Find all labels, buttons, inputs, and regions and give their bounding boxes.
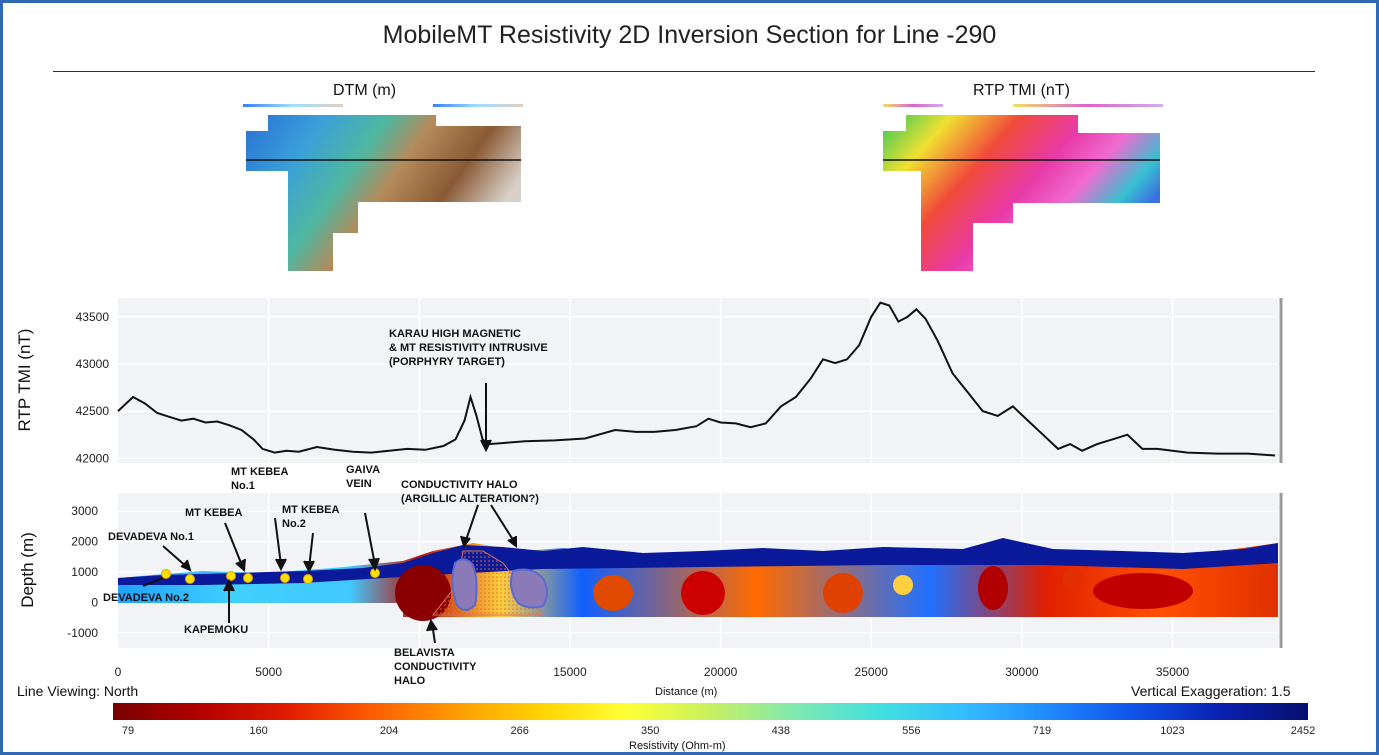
gaiva-vein-annotation: GAIVA VEIN [346, 464, 381, 490]
resistivity-section: -1000 0 1000 2000 3000 0 5000 15000 20000 25000 3… [67, 493, 1283, 679]
section-x-tick-label: 25000 [855, 665, 889, 679]
tmi-map [883, 104, 1163, 271]
devadeva-no1-annotation: DEVADEVA No.1 [108, 531, 194, 543]
resistivity-colorbar: 79 160 204 266 350 438 556 719 1023 2452 [113, 703, 1315, 737]
tmi-plot-area [118, 298, 1278, 463]
section-x-tick-label: 35000 [1156, 665, 1190, 679]
colorbar-tick-label: 719 [1033, 725, 1051, 737]
tmi-series-line [117, 301, 1276, 457]
mt-kebea-annotation: MT KEBEA [185, 507, 243, 519]
tmi-y-tick-label: 42500 [76, 404, 110, 418]
belavista-annotation: BELAVISTA CONDUCTIVITY HALO [394, 647, 477, 687]
section-x-tick-label: 15000 [553, 665, 587, 679]
mt-kebea-no2-annotation: MT KEBEA No.2 [282, 504, 340, 530]
colorbar-tick-label: 160 [249, 725, 267, 737]
section-y-tick-label: -1000 [67, 626, 98, 640]
station-markers [161, 568, 380, 584]
section-y-tick-label: 3000 [71, 504, 98, 518]
annotation-arrows [142, 383, 517, 644]
colorbar-tick-label: 556 [902, 725, 920, 737]
colorbar-tick-label: 350 [641, 725, 659, 737]
colorbar-tick-label: 1023 [1160, 725, 1184, 737]
karau-annotation: KARAU HIGH MAGNETIC & MT RESISTIVITY INTR… [389, 328, 548, 368]
title-divider [53, 71, 1315, 72]
colorbar-tick-label: 204 [380, 725, 398, 737]
section-x-tick-label: 30000 [1005, 665, 1039, 679]
resistivity-section-image [118, 538, 1278, 621]
devadeva-no2-annotation: DEVADEVA No.2 [103, 592, 189, 604]
dtm-map-label: DTM (m) [333, 82, 397, 99]
section-x-tick-label: 20000 [704, 665, 738, 679]
tmi-y-tick-label: 43500 [76, 310, 110, 324]
tmi-line-plot: 42000 42500 43000 43500 [76, 298, 1283, 465]
colorbar-tick-label: 438 [772, 725, 790, 737]
section-x-tick-label: 5000 [255, 665, 282, 679]
tmi-y-tick-label: 43000 [76, 357, 110, 371]
dtm-map [243, 104, 523, 271]
figure-canvas: 42000 42500 43000 43500 [67, 104, 1315, 737]
colorbar-tick-label: 2452 [1291, 725, 1315, 737]
section-y-tick-label: 2000 [71, 535, 98, 549]
kapemoku-annotation: KAPEMOKU [184, 624, 249, 636]
tmi-y-tick-label: 42000 [76, 451, 110, 465]
section-y-tick-label: 1000 [71, 565, 98, 579]
colorbar-tick-label: 266 [510, 725, 528, 737]
conductivity-halo-annotation: CONDUCTIVITY HALO (ARGILLIC ALTERATION?) [401, 479, 539, 505]
page-title: MobileMT Resistivity 2D Inversion Sectio… [382, 21, 997, 49]
colorbar-label: Resistivity (Ohm-m) [629, 740, 726, 752]
colorbar-gradient [113, 703, 1308, 720]
x-axis-label: Distance (m) [655, 686, 718, 698]
colorbar-tick-label: 79 [122, 725, 134, 737]
section-y-tick-label: 0 [91, 595, 98, 609]
tmi-y-axis-label: RTP TMI (nT) [15, 328, 34, 432]
vertical-exaggeration-label: Vertical Exaggeration: 1.5 [1131, 683, 1291, 699]
mt-kebea-no1-annotation: MT KEBEA No.1 [231, 466, 289, 492]
line-viewing-label: Line Viewing: North [17, 683, 139, 699]
section-x-tick-label: 0 [115, 665, 122, 679]
section-y-axis-label: Depth (m) [18, 532, 37, 608]
tmi-map-label: RTP TMI (nT) [973, 82, 1070, 99]
